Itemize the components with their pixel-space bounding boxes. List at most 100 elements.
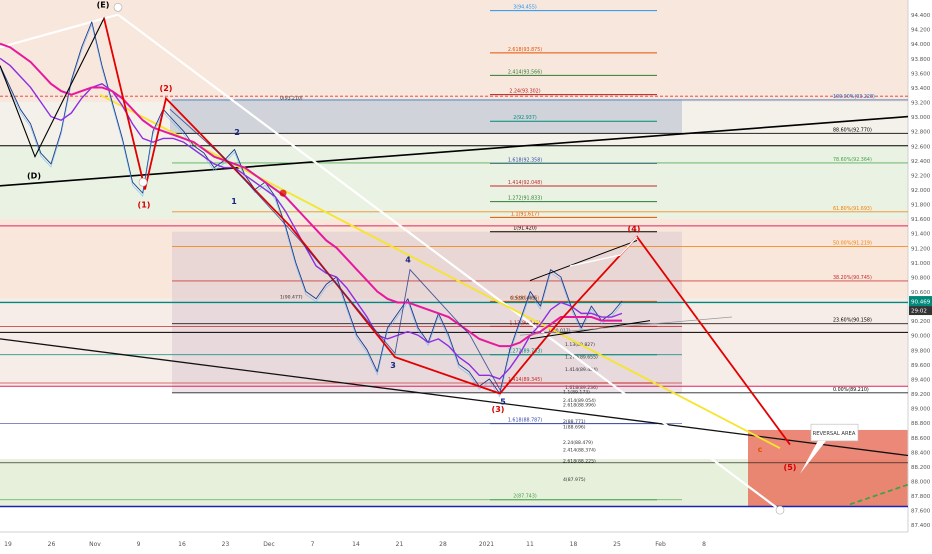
orange-zone [0,218,908,299]
fib-level-label: 0.5(90.465) [511,295,539,301]
retracement-label: 100.00%(93.228) [833,94,875,100]
y-tick-label: 89.800 [911,348,931,354]
y-tick-label: 89.600 [911,363,931,369]
price-line [0,21,623,394]
upper-zone [0,0,908,103]
small-fib-label: 1.414(89.484) [565,367,598,373]
x-tick-label: 7 [311,541,315,548]
y-tick-label: 91.600 [911,217,931,223]
reversal-callout-pointer [800,440,826,474]
fib-level-label: 1.414(89.345) [508,377,542,383]
fib-level-label: 1.272(89.733) [508,349,542,355]
wave-label: (5) [784,463,797,472]
wave-label: (2) [160,84,173,93]
fib-level-label: 1(91.420) [513,226,537,232]
fib-level-label: 1.272(91.833) [508,196,542,202]
small-fib-label: 4(87.975) [563,477,586,483]
x-tick-label: Dec [263,541,275,548]
y-tick-label: 92.200 [911,173,931,179]
x-tick-label: 21 [396,541,404,548]
x-tick-label: 23 [222,541,230,548]
white-wave-line [569,236,638,267]
x-tick-label: 2021 [479,541,494,548]
small-fib-label: 1(88.696) [563,424,586,430]
small-fib-label: 1.618(89.236) [565,385,598,391]
x-tick-label: 26 [48,541,56,548]
x-axis-panel [0,532,908,550]
middle-zone [0,298,908,387]
moving-average-line [0,57,623,380]
price-shadow-line [0,23,623,398]
retracement-label: 78.60%(92.364) [833,157,872,163]
white-trend-line [0,13,119,49]
green-zone-upper [0,145,908,219]
fib-level-label: 2(92.937) [513,115,537,121]
x-tick-label: Feb [655,541,666,548]
y-tick-label: 87.800 [911,494,931,500]
x-tick-label: 25 [613,541,621,548]
retracement-label: 88.60%(92.770) [833,127,872,133]
fib-level-label: 2(87.743) [513,494,537,500]
pink-box-zone [172,231,682,393]
y-tick-label: 87.600 [911,509,931,515]
wave-label: (E) [97,0,110,9]
retracement-label: 50.00%(91.219) [833,240,872,246]
y-tick-label: 91.400 [911,232,931,238]
reversal-zone [748,429,908,507]
y-tick-label: 88.200 [911,465,931,471]
x-tick-label: 28 [439,541,447,548]
wave-circle-marker [138,177,148,187]
y-axis-panel [908,0,932,550]
small-fib-label: 2.618(88.225) [563,459,596,465]
wave-label: 3 [390,361,396,370]
y-tick-label: 91.800 [911,203,931,209]
fib-level-label: 3(94.455) [513,5,537,11]
y-tick-label: 89.400 [911,377,931,383]
wave-label: (3) [492,405,505,414]
y-tick-label: 90.800 [911,275,931,281]
countdown-label: 29:02 [911,309,927,315]
countdown-tag [909,306,932,316]
channel-line [529,320,651,340]
current-price-label: 90.469 [911,300,931,306]
wave-dot-marker [279,189,287,197]
y-tick-label: 88.000 [911,479,931,485]
wave-label: 2 [234,128,240,137]
y-tick-label: 92.400 [911,159,931,165]
wave-circle-marker [113,2,123,12]
y-tick-label: 94.200 [911,28,931,34]
small-fib-label: 1(90.477) [280,294,303,300]
moving-average-line [0,42,622,348]
x-tick-label: 8 [702,541,706,548]
small-fib-label: 2.414(88.374) [563,448,596,454]
wave-label: 1 [231,197,237,206]
y-tick-label: 88.400 [911,450,931,456]
retracement-label: 61.80%(91.693) [833,206,872,212]
small-fib-label: 0.5(90.465) [510,295,537,301]
channel-line [529,240,638,282]
minor-wave-line [169,108,501,391]
wave-circle-marker [775,505,785,515]
y-tick-label: 93.400 [911,86,931,92]
fib-level-label: 1.618(92.358) [508,157,542,163]
y-tick-label: 90.000 [911,334,931,340]
x-tick-label: 16 [178,541,186,548]
wave-label: 4 [405,255,411,264]
y-tick-label: 87.400 [911,523,931,529]
y-tick-label: 90.600 [911,290,931,296]
small-fib-label: 1.272(89.655) [565,354,598,360]
fib-level-label: 2.24(93.302) [509,89,540,95]
wave-label: (4) [628,225,641,234]
retracement-label: 0.00%(89.210) [833,387,869,393]
channel-line [519,316,733,336]
grey-box-zone [170,99,682,134]
wave-label: (D) [27,172,41,181]
y-tick-label: 92.000 [911,188,931,194]
y-tick-label: 93.000 [911,115,931,121]
wave-label: 5 [500,397,506,406]
small-fib-label: 2.618(88.996) [563,402,596,408]
y-tick-label: 93.600 [911,71,931,77]
small-fib-label: 2.414(89.054) [563,398,596,404]
